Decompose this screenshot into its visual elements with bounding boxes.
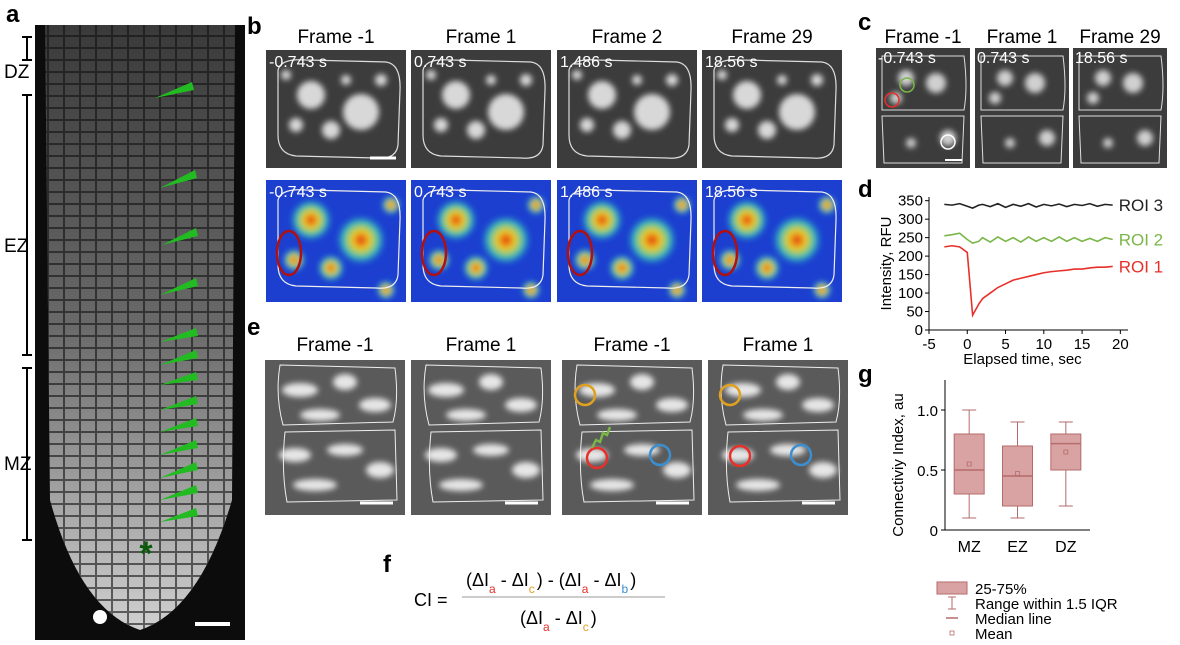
timestamp: 0.743 s	[414, 54, 466, 71]
y-tick-label: 50	[906, 304, 923, 321]
qc-marker: *	[139, 535, 153, 573]
series-label: ROI 3	[1119, 196, 1163, 215]
x-axis-label: Elapsed time, sec	[963, 351, 1082, 368]
x-tick-label: EZ	[1007, 539, 1028, 556]
timestamp: 0.743 s	[977, 50, 1029, 67]
series-label: ROI 2	[1119, 230, 1163, 249]
box	[1051, 434, 1081, 470]
formula-lhs: CI =	[414, 590, 448, 610]
box	[954, 434, 984, 494]
y-axis-label: Intensity, RFU	[878, 217, 895, 311]
timestamp: 1.486 s	[560, 184, 612, 201]
y-tick-label: 0.5	[917, 463, 938, 480]
y-tick-label: 0	[915, 322, 923, 339]
x-tick-label: 20	[1112, 336, 1129, 353]
figure: DZ EZ MZ * Frame -1 Frame 1 Frame 2 Fram…	[0, 0, 1180, 645]
frame-title: Frame 29	[731, 27, 812, 48]
line-series	[944, 204, 1112, 208]
y-tick-label: 350	[898, 193, 923, 210]
timestamp: 1.486 s	[560, 54, 612, 71]
y-tick-label: 150	[898, 267, 923, 284]
frame-title: Frame 29	[1079, 27, 1160, 48]
panel-c: Frame -1 Frame 1 Frame 29 -0.743 s 0.743…	[876, 27, 1167, 168]
frame-title: Frame 2	[592, 27, 663, 48]
y-axis-label: Connectiviy Index, au	[890, 393, 907, 536]
timestamp: 18.56 s	[705, 54, 757, 71]
series-label: ROI 1	[1119, 257, 1163, 276]
frame-title: Frame -1	[297, 27, 374, 48]
panel-label: a	[6, 1, 20, 28]
y-tick-label: 250	[898, 230, 923, 247]
y-tick-label: 300	[898, 211, 923, 228]
frame-title: Frame -1	[884, 27, 961, 48]
zone-label: DZ	[4, 62, 30, 83]
y-tick-label: 100	[898, 285, 923, 302]
timestamp: 0.743 s	[414, 184, 466, 201]
legend-swatch	[948, 597, 956, 609]
line-series	[944, 246, 1112, 315]
panel-label: f	[383, 551, 392, 578]
legend-swatch	[937, 582, 967, 594]
root-image: DZ EZ MZ *	[4, 25, 245, 640]
timestamp: 18.56 s	[705, 184, 757, 201]
timestamp: -0.743 s	[269, 184, 327, 201]
frame-title: Frame 1	[446, 27, 517, 48]
panel-b: Frame -1 Frame 1 Frame 2 Frame 29 -0.743…	[266, 27, 842, 302]
panel-e: Frame -1 Frame 1 Frame -1 Frame 1	[265, 335, 848, 515]
panel-label: d	[858, 176, 873, 203]
frame-title: Frame 1	[987, 27, 1058, 48]
panel-label: g	[858, 361, 873, 388]
timestamp: -0.743 s	[269, 54, 327, 71]
formula: CI = (ΔIa-ΔIc)-(ΔIa-ΔIb) (ΔIa-ΔIc)	[414, 570, 665, 634]
y-tick-label: 0	[930, 523, 938, 540]
frame-title: Frame -1	[593, 335, 670, 356]
x-tick-label: MZ	[958, 539, 981, 556]
frame-title: Frame 1	[743, 335, 814, 356]
panel-label: b	[247, 13, 262, 40]
x-tick-label: DZ	[1055, 539, 1077, 556]
zone-label: MZ	[4, 454, 32, 475]
legend-swatch	[950, 631, 954, 635]
panel-label: c	[858, 9, 871, 36]
zone-label: EZ	[4, 236, 29, 257]
y-tick-label: 200	[898, 248, 923, 265]
frame-title: Frame -1	[296, 335, 373, 356]
x-tick-label: -5	[922, 336, 935, 353]
panel-label: e	[247, 314, 260, 341]
legend-label: Mean	[975, 626, 1013, 643]
frame-title: Frame 1	[446, 335, 517, 356]
line-series	[944, 233, 1112, 243]
formula-denominator: (ΔIa-ΔIc)	[520, 608, 597, 634]
timestamp: 18.56 s	[1075, 50, 1127, 67]
timestamp: -0.743 s	[878, 50, 936, 67]
formula-numerator: (ΔIa-ΔIc)-(ΔIa-ΔIb)	[466, 570, 636, 596]
y-tick-label: 1.0	[917, 403, 938, 420]
